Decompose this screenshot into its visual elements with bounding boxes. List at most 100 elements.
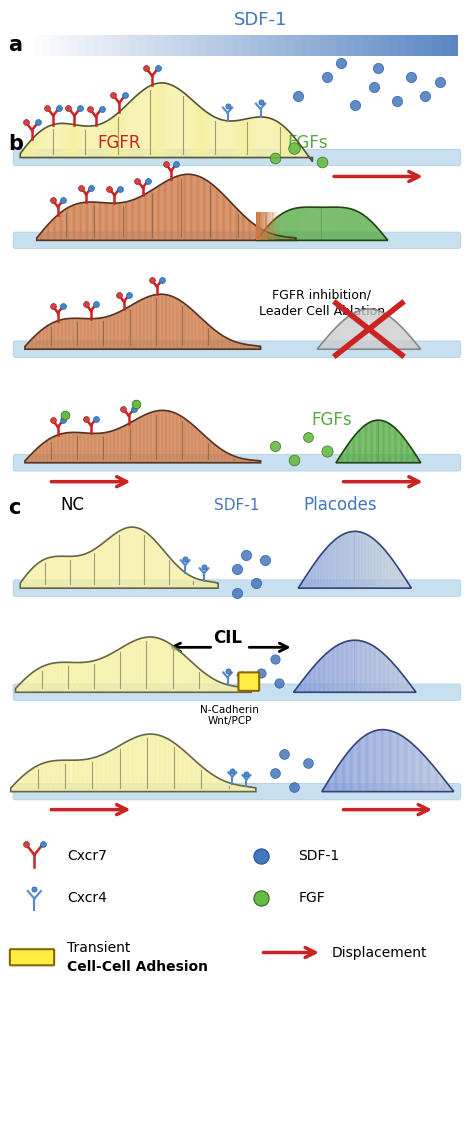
Polygon shape (378, 649, 379, 692)
Polygon shape (41, 130, 42, 158)
Polygon shape (352, 209, 353, 240)
Polygon shape (208, 324, 209, 349)
Point (130, 400, 137, 418)
Polygon shape (289, 131, 290, 158)
Polygon shape (339, 536, 340, 588)
Polygon shape (377, 310, 378, 349)
Polygon shape (383, 654, 384, 692)
Polygon shape (37, 563, 38, 588)
Polygon shape (365, 217, 366, 240)
Bar (242, 35, 250, 55)
Polygon shape (207, 581, 208, 588)
Polygon shape (385, 421, 386, 463)
Polygon shape (357, 211, 358, 240)
Polygon shape (289, 210, 290, 240)
Polygon shape (28, 142, 29, 158)
Polygon shape (199, 430, 200, 463)
Polygon shape (369, 219, 370, 240)
Polygon shape (215, 776, 216, 791)
Polygon shape (61, 211, 62, 240)
Polygon shape (88, 759, 89, 791)
Polygon shape (181, 90, 182, 158)
Polygon shape (434, 767, 435, 791)
Polygon shape (368, 535, 369, 588)
Polygon shape (175, 413, 176, 463)
Polygon shape (167, 84, 168, 158)
Polygon shape (355, 435, 356, 463)
Polygon shape (32, 672, 33, 692)
Polygon shape (289, 237, 290, 240)
Polygon shape (90, 434, 91, 463)
Polygon shape (38, 765, 39, 791)
Polygon shape (168, 411, 169, 463)
Polygon shape (132, 641, 133, 692)
Polygon shape (182, 749, 183, 791)
Polygon shape (114, 314, 115, 349)
Polygon shape (130, 305, 131, 349)
Polygon shape (324, 550, 325, 588)
Polygon shape (326, 208, 327, 240)
Polygon shape (250, 787, 251, 791)
Polygon shape (53, 663, 54, 692)
Polygon shape (152, 296, 153, 349)
Polygon shape (248, 460, 249, 463)
Polygon shape (407, 443, 408, 463)
Bar (424, 35, 432, 55)
Polygon shape (402, 736, 403, 791)
Polygon shape (46, 440, 47, 463)
Polygon shape (389, 659, 390, 692)
Polygon shape (43, 666, 44, 692)
Polygon shape (223, 194, 224, 240)
Polygon shape (292, 134, 293, 158)
Polygon shape (51, 664, 52, 692)
Polygon shape (86, 434, 87, 463)
Polygon shape (27, 676, 28, 692)
Polygon shape (158, 411, 159, 463)
Polygon shape (214, 680, 215, 692)
Polygon shape (115, 314, 116, 349)
Polygon shape (190, 98, 191, 158)
Polygon shape (170, 178, 171, 240)
Polygon shape (220, 120, 221, 158)
Polygon shape (224, 781, 225, 791)
Polygon shape (242, 343, 243, 349)
Polygon shape (242, 120, 243, 158)
Polygon shape (341, 760, 342, 791)
Text: FGFR inhibition/: FGFR inhibition/ (273, 288, 371, 301)
Polygon shape (38, 132, 39, 158)
Polygon shape (150, 734, 151, 791)
Polygon shape (168, 555, 169, 588)
Polygon shape (228, 339, 229, 349)
Polygon shape (414, 690, 415, 692)
Polygon shape (410, 336, 411, 349)
Polygon shape (217, 117, 218, 158)
Polygon shape (51, 323, 52, 349)
Polygon shape (216, 583, 217, 588)
Polygon shape (204, 673, 205, 692)
Polygon shape (167, 642, 168, 692)
Polygon shape (191, 175, 192, 240)
Polygon shape (219, 119, 220, 158)
Polygon shape (161, 548, 162, 588)
Polygon shape (134, 199, 135, 240)
Polygon shape (236, 208, 237, 240)
Polygon shape (226, 338, 227, 349)
Polygon shape (55, 436, 56, 463)
Polygon shape (128, 201, 129, 240)
Polygon shape (412, 339, 413, 349)
Polygon shape (138, 198, 139, 240)
Polygon shape (182, 654, 183, 692)
Polygon shape (415, 746, 416, 791)
Polygon shape (339, 323, 340, 349)
Polygon shape (393, 561, 394, 588)
Polygon shape (118, 746, 119, 791)
Polygon shape (330, 649, 331, 692)
Polygon shape (57, 215, 58, 240)
Polygon shape (414, 341, 415, 349)
Polygon shape (36, 134, 37, 158)
Polygon shape (149, 86, 150, 158)
Polygon shape (338, 325, 339, 349)
Polygon shape (38, 332, 39, 349)
Polygon shape (202, 434, 203, 463)
Polygon shape (131, 100, 132, 158)
